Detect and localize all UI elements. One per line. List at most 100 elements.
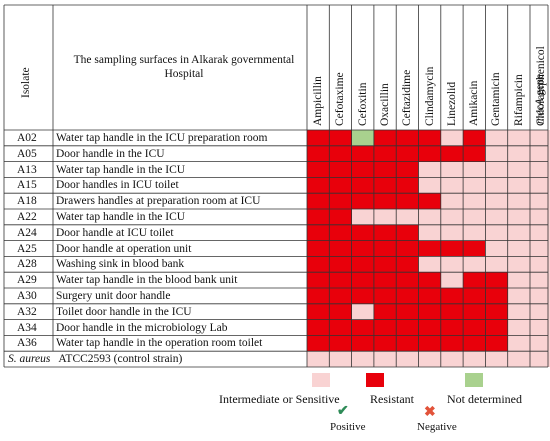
legend-sensitive-label: Intermediate or Sensitive — [219, 392, 340, 406]
cell-A15-7 — [463, 177, 486, 194]
cell-A28-5 — [418, 256, 441, 273]
surface-name: Drawers handles at preparation room at I… — [56, 195, 261, 208]
cell-A13-10 — [530, 161, 550, 178]
cell-A05-9 — [507, 145, 530, 162]
cell-A28-1 — [329, 256, 352, 273]
cell-A32-7 — [463, 303, 486, 320]
cell-control-9 — [507, 351, 530, 367]
cell-A22-5 — [418, 209, 441, 225]
cell-A36-5 — [418, 335, 441, 352]
cell-control-1 — [329, 351, 352, 367]
cell-A22-10 — [530, 209, 550, 225]
legend-nd-label: Not determined — [447, 392, 522, 406]
surface-name: Door handle in the ICU — [56, 147, 165, 160]
meca-label: mecA — [534, 98, 546, 124]
surface-name: Water tap handle in the operation room t… — [56, 337, 263, 350]
cell-A28-8 — [485, 256, 508, 273]
cell-A36-1 — [329, 335, 352, 352]
cell-A34-1 — [329, 319, 352, 336]
cell-A25-3 — [373, 240, 397, 257]
cell-control-5 — [418, 351, 441, 367]
antibiotic-header: Oxacillin — [378, 83, 391, 126]
cell-A29-7 — [463, 272, 486, 288]
cell-A18-1 — [329, 193, 352, 209]
cell-A15-3 — [373, 177, 397, 194]
cell-A22-1 — [329, 209, 352, 225]
cell-A22-4 — [396, 209, 419, 225]
cell-A34-0 — [307, 319, 330, 336]
cell-A24-2 — [351, 224, 374, 241]
cell-A25-4 — [396, 240, 419, 257]
cell-A36-0 — [307, 335, 330, 352]
cell-A30-1 — [329, 288, 352, 304]
isolate-header: Isolate — [20, 67, 32, 98]
cell-A32-10 — [530, 303, 550, 320]
cell-A30-3 — [373, 288, 397, 304]
cell-A18-3 — [373, 193, 397, 209]
cell-A22-6 — [440, 209, 464, 225]
cell-A30-10 — [530, 288, 550, 304]
cell-A25-10 — [530, 240, 550, 257]
isolate-id: A36 — [17, 337, 37, 350]
cell-A02-9 — [507, 130, 530, 146]
cell-A13-0 — [307, 161, 330, 178]
cell-control-4 — [396, 351, 419, 367]
surface-name: Door handle at ICU toilet — [56, 226, 174, 239]
cell-A36-4 — [396, 335, 419, 352]
cell-A30-8 — [485, 288, 508, 304]
cell-A36-6 — [440, 335, 464, 352]
cell-A24-3 — [373, 224, 397, 241]
isolate-id: A22 — [17, 211, 37, 223]
cell-A29-1 — [329, 272, 352, 288]
cell-control-7 — [463, 351, 486, 367]
cell-A02-4 — [396, 130, 419, 146]
surface-name: Surgery unit door handle — [56, 290, 171, 302]
cell-control-3 — [373, 351, 397, 367]
cell-A15-9 — [507, 177, 530, 194]
cell-A32-8 — [485, 303, 508, 320]
cell-A15-10 — [530, 177, 550, 194]
cell-control-6 — [440, 351, 464, 367]
antibiotic-header: Linezolid — [445, 81, 458, 126]
cell-A29-10 — [530, 272, 550, 288]
cell-control-2 — [351, 351, 374, 367]
cell-A02-8 — [485, 130, 508, 146]
legend-nd-swatch — [465, 373, 483, 387]
cell-A32-3 — [373, 303, 397, 320]
isolate-id: A28 — [17, 258, 37, 271]
cell-A30-4 — [396, 288, 419, 304]
cell-A28-10 — [530, 256, 550, 273]
cell-A05-2 — [351, 145, 374, 162]
cell-A34-2 — [351, 319, 374, 336]
cell-A05-7 — [463, 145, 486, 162]
cell-A22-9 — [507, 209, 530, 225]
cell-A24-0 — [307, 224, 330, 241]
cell-A24-4 — [396, 224, 419, 241]
cell-A18-9 — [507, 193, 530, 209]
antibiotic-header: Rifampicin — [512, 74, 525, 126]
cell-A02-7 — [463, 130, 486, 146]
cell-A15-5 — [418, 177, 441, 194]
cell-A24-6 — [440, 224, 464, 241]
cell-A02-2 — [351, 130, 374, 146]
cell-A02-5 — [418, 130, 441, 146]
cell-A24-1 — [329, 224, 352, 241]
cell-A22-3 — [373, 209, 397, 225]
cell-A25-8 — [485, 240, 508, 257]
cell-A24-8 — [485, 224, 508, 241]
cell-A13-7 — [463, 161, 486, 178]
surfaces-header: The sampling surfaces in Alkarak governm… — [73, 54, 295, 80]
cell-A25-7 — [463, 240, 486, 257]
cell-A29-4 — [396, 272, 419, 288]
cell-A18-4 — [396, 193, 419, 209]
cell-A32-1 — [329, 303, 352, 320]
cell-A28-0 — [307, 256, 330, 273]
cell-A05-5 — [418, 145, 441, 162]
legend-resistant-label: Resistant — [370, 392, 414, 406]
surface-name: Toilet door handle in the ICU — [56, 305, 192, 318]
antibiotic-header: Ampicillin — [312, 76, 324, 126]
cell-A29-3 — [373, 272, 397, 288]
cell-A13-3 — [373, 161, 397, 178]
cell-A05-0 — [307, 145, 330, 162]
